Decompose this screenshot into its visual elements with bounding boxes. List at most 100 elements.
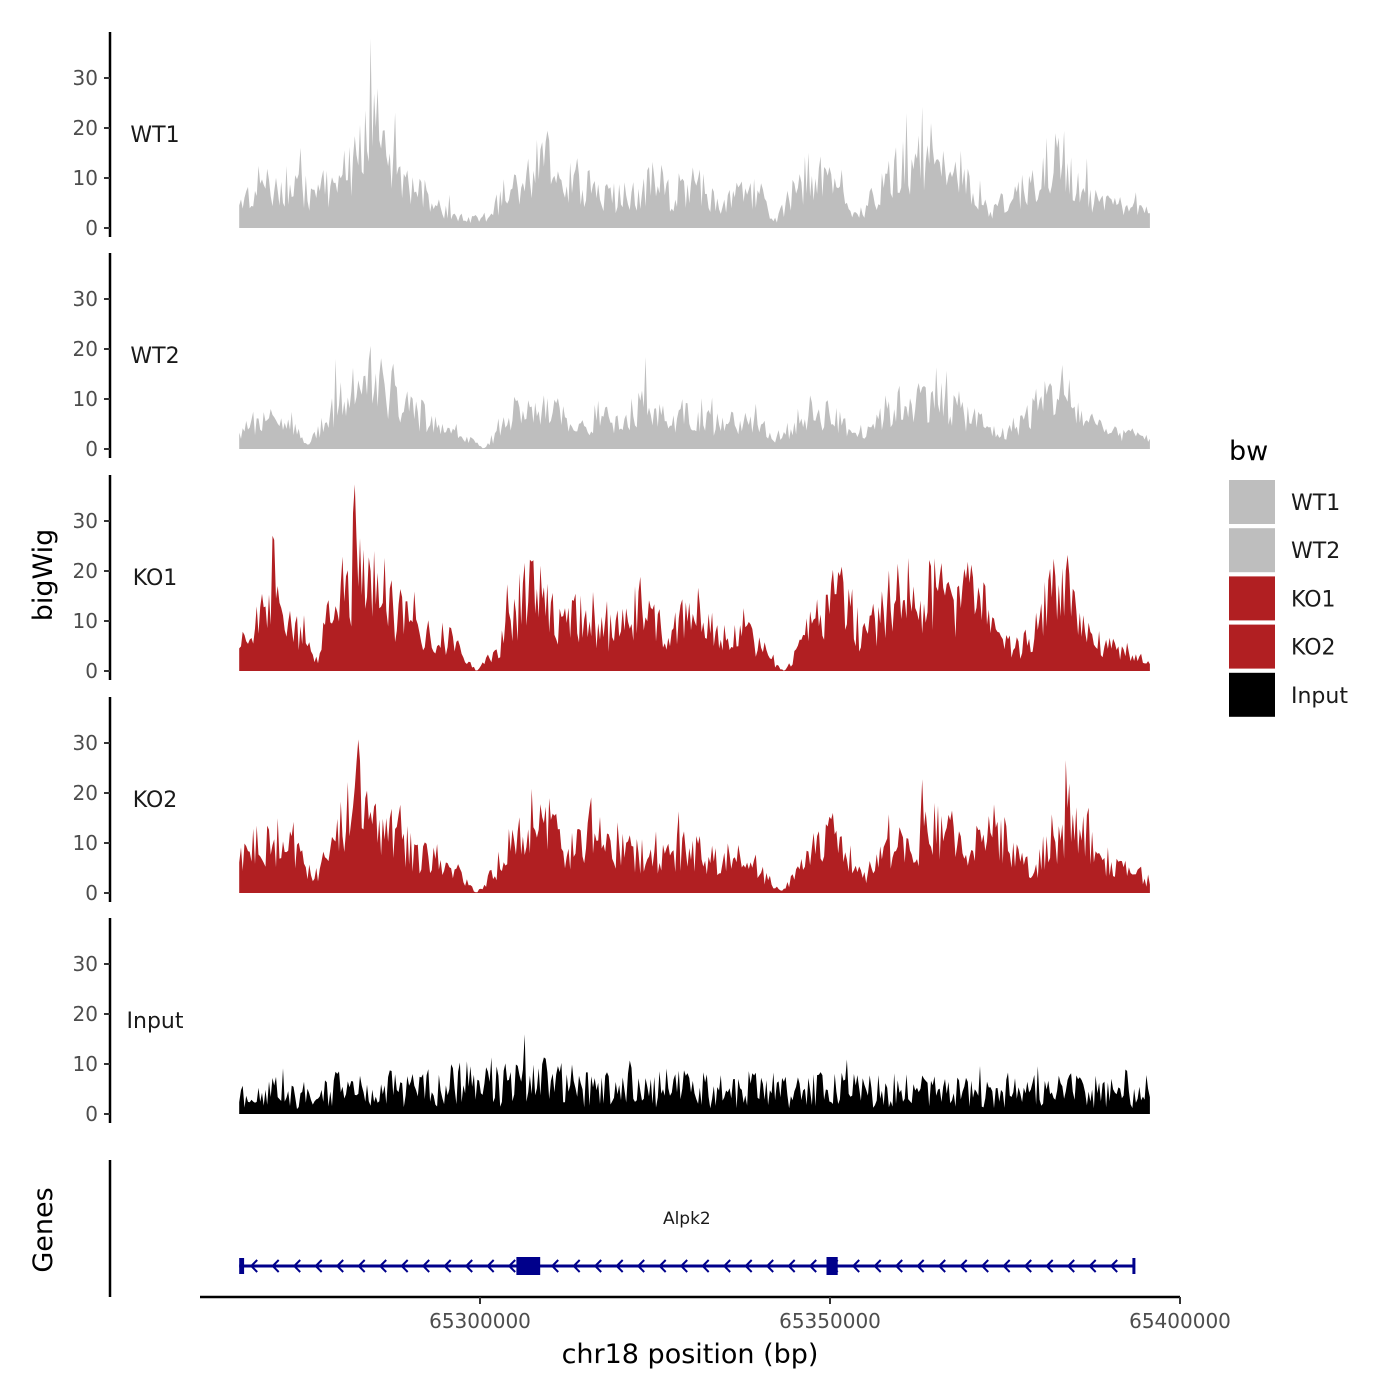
strand-arrow <box>701 1259 710 1273</box>
y-tick-label: 30 <box>73 731 98 755</box>
strand-arrow <box>722 1259 731 1273</box>
strand-arrow <box>937 1259 946 1273</box>
legend-swatch-ko2 <box>1229 624 1275 669</box>
track-label: KO1 <box>133 566 178 591</box>
exon <box>239 1258 245 1274</box>
strand-arrow <box>916 1259 925 1273</box>
y-tick-label: 0 <box>85 216 98 240</box>
strand-arrow <box>808 1259 817 1273</box>
y-tick-label: 20 <box>73 781 98 805</box>
legend-label-ko2: KO2 <box>1291 636 1336 661</box>
y-tick-label: 0 <box>85 659 98 683</box>
legend-title: bw <box>1229 436 1268 467</box>
strand-arrow <box>271 1259 280 1273</box>
strand-arrow <box>1088 1259 1097 1273</box>
strand-arrow <box>593 1259 602 1273</box>
strand-arrow <box>1109 1259 1118 1273</box>
strand-arrow <box>636 1259 645 1273</box>
legend-label-wt1: WT1 <box>1291 491 1340 516</box>
genes-panel: Alpk2 <box>108 1160 1136 1297</box>
strand-arrow <box>658 1259 667 1273</box>
strand-arrow <box>486 1259 495 1273</box>
y-tick-label: 20 <box>73 1002 98 1026</box>
strand-arrow <box>851 1259 860 1273</box>
legend-label-wt2: WT2 <box>1291 539 1340 564</box>
strand-arrow <box>314 1259 323 1273</box>
y-tick-label: 0 <box>85 1102 98 1126</box>
y-tick-label: 30 <box>73 509 98 533</box>
strand-arrow <box>894 1259 903 1273</box>
strand-arrow <box>1023 1259 1032 1273</box>
coverage-area-input <box>239 1034 1150 1114</box>
legend-swatch-input <box>1229 672 1275 717</box>
strand-arrow <box>550 1259 559 1273</box>
strand-arrow <box>464 1259 473 1273</box>
y-tick-label: 30 <box>73 287 98 311</box>
strand-arrow <box>572 1259 581 1273</box>
track-label: KO2 <box>133 788 178 813</box>
coverage-panels: 0 10 20 30 WT1 0 10 20 30 WT2 0 10 20 30 KO1 0 10 20 30 KO2… <box>73 32 1150 1126</box>
x-axis-title: chr18 position (bp) <box>562 1339 819 1370</box>
y-tick-label: 20 <box>73 337 98 361</box>
gene-label: Alpk2 <box>663 1209 711 1229</box>
legend-swatch-wt1 <box>1229 480 1275 524</box>
exon <box>1132 1258 1136 1274</box>
legend-label-input: Input <box>1291 684 1348 709</box>
strand-arrow <box>615 1259 624 1273</box>
y-axis-title: bigWig <box>28 529 59 622</box>
x-tick-label: 65350000 <box>779 1309 881 1333</box>
track-wt1: 0 10 20 30 WT1 <box>73 32 1150 240</box>
y-tick-label: 30 <box>73 952 98 976</box>
strand-arrow <box>1045 1259 1054 1273</box>
track-label: Input <box>127 1009 184 1034</box>
track-label: WT1 <box>130 123 179 148</box>
x-tick-label: 65400000 <box>1129 1309 1231 1333</box>
gene-alpk2: Alpk2 <box>239 1209 1136 1275</box>
strand-arrow <box>443 1259 452 1273</box>
track-ko2: 0 10 20 30 KO2 <box>73 697 1150 905</box>
exon <box>516 1257 541 1275</box>
strand-arrow <box>292 1259 301 1273</box>
strand-arrow <box>959 1259 968 1273</box>
legend: bw WT1 WT2 KO1 KO2 Input <box>1229 436 1348 717</box>
y-tick-label: 0 <box>85 881 98 905</box>
genes-track-title: Genes <box>28 1187 59 1272</box>
strand-arrow <box>507 1259 516 1273</box>
y-tick-label: 0 <box>85 437 98 461</box>
strand-arrow <box>980 1259 989 1273</box>
y-tick-label: 10 <box>73 1052 98 1076</box>
strand-arrow <box>787 1259 796 1273</box>
coverage-area-wt2 <box>239 345 1150 449</box>
y-tick-label: 10 <box>73 609 98 633</box>
y-tick-label: 20 <box>73 559 98 583</box>
y-tick-label: 30 <box>73 66 98 90</box>
strand-arrow <box>357 1259 366 1273</box>
y-tick-label: 10 <box>73 387 98 411</box>
coverage-area-ko2 <box>239 739 1150 893</box>
legend-label-ko1: KO1 <box>1291 587 1336 612</box>
strand-arrow <box>744 1259 753 1273</box>
strand-arrow <box>1066 1259 1075 1273</box>
exon <box>826 1257 838 1275</box>
track-input: 0 10 20 30 Input <box>73 918 1150 1126</box>
strand-arrow <box>335 1259 344 1273</box>
strand-arrow <box>378 1259 387 1273</box>
strand-arrow <box>873 1259 882 1273</box>
legend-swatch-ko1 <box>1229 576 1275 621</box>
x-tick-label: 65300000 <box>429 1309 531 1333</box>
strand-arrow <box>1002 1259 1011 1273</box>
y-tick-label: 20 <box>73 116 98 140</box>
strand-arrow <box>421 1259 430 1273</box>
strand-arrow <box>400 1259 409 1273</box>
track-ko1: 0 10 20 30 KO1 <box>73 475 1150 683</box>
x-axis: 65300000 65350000 65400000 <box>200 1295 1231 1333</box>
strand-arrow <box>765 1259 774 1273</box>
y-tick-label: 10 <box>73 831 98 855</box>
track-wt2: 0 10 20 30 WT2 <box>73 253 1150 461</box>
y-tick-label: 10 <box>73 166 98 190</box>
strand-arrow <box>679 1259 688 1273</box>
legend-swatch-wt2 <box>1229 528 1275 573</box>
coverage-area-wt1 <box>239 38 1150 228</box>
coverage-area-ko1 <box>239 484 1150 671</box>
